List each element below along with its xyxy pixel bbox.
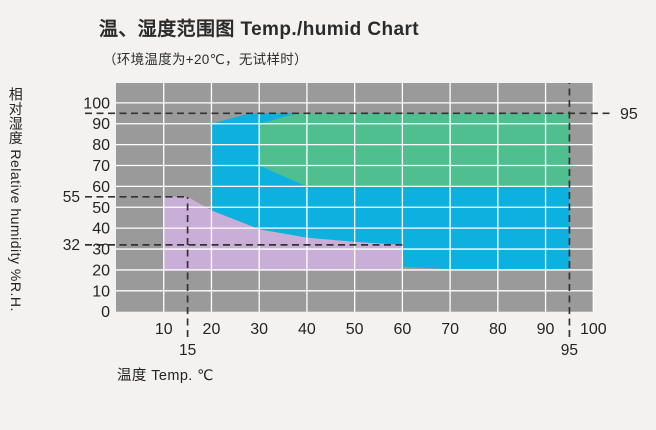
x-tick-70: 70 [441,321,459,338]
x-tick-20: 20 [203,321,221,338]
y-tick-20: 20 [92,262,110,279]
region-constant-temp-humidity-range [259,113,570,187]
region-low-humidity-range [163,196,403,270]
x-tick-100: 100 [580,321,607,338]
x-tick-10: 10 [155,321,173,338]
y-tick-50: 50 [92,200,110,217]
x-tick-90: 90 [537,321,555,338]
y-axis-title: 相对湿度 Relative humidity %R.H. [7,87,24,312]
y-tick-100: 100 [83,95,110,112]
x-tick-40: 40 [298,321,316,338]
ref-label-temp-15: 15 [179,342,196,359]
y-tick-0: 0 [101,304,110,321]
x-tick-80: 80 [489,321,507,338]
ref-label-rh-32: 32 [63,237,80,254]
y-tick-90: 90 [92,116,110,133]
y-tick-70: 70 [92,158,110,175]
y-tick-80: 80 [92,137,110,154]
chart-subtitle: （环境温度为+20℃，无试样时） [103,52,308,67]
y-tick-60: 60 [92,179,110,196]
y-tick-40: 40 [92,221,110,238]
chart-title: 温、湿度范围图 Temp./humid Chart [99,19,419,40]
y-tick-30: 30 [92,242,110,259]
ref-label-rh-95: 95 [620,106,638,123]
x-tick-60: 60 [393,321,411,338]
ref-label-rh-55: 55 [63,189,80,206]
x-tick-50: 50 [346,321,364,338]
ref-label-temp-95: 95 [561,342,578,359]
x-axis-title: 温度 Temp. ℃ [117,368,214,384]
y-tick-10: 10 [92,283,110,300]
x-tick-30: 30 [250,321,268,338]
